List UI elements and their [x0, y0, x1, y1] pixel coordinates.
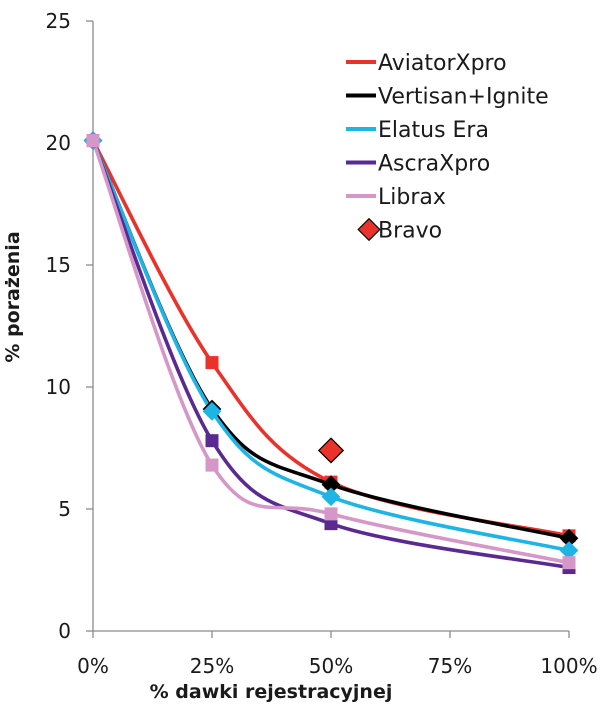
- data-point-librax: [562, 556, 576, 570]
- y-tick-label: 15: [46, 253, 71, 277]
- y-tick-label: 25: [46, 9, 71, 33]
- x-tick-label: 75%: [428, 654, 472, 678]
- legend: AviatorXpro Vertisan+Ignite Elatus Era Ascr…: [346, 51, 549, 244]
- data-point-librax: [324, 507, 338, 521]
- data-point-ascraxpro: [205, 434, 219, 448]
- legend-swatch-bravo: [357, 217, 381, 242]
- trend-line-elatus-era: [91, 138, 571, 553]
- x-tick-label: 100%: [540, 654, 597, 678]
- trend-line-ascraxpro: [91, 138, 571, 570]
- data-point-elatus-era: [202, 402, 222, 421]
- data-point-elatus-era: [321, 487, 341, 507]
- data-point-aviatorxpro: [205, 356, 219, 370]
- y-tick-label: 5: [58, 497, 71, 521]
- legend-label-aviatorxpro: AviatorXpro: [378, 51, 507, 76]
- x-tick-label: 50%: [309, 654, 353, 678]
- legend-label-librax: Librax: [378, 185, 446, 210]
- legend-label-vertisan-ignite: Vertisan+Ignite: [378, 85, 549, 110]
- trend-line-librax: [91, 138, 571, 565]
- y-tick-label: 0: [58, 619, 71, 643]
- data-point-ascraxpro: [324, 517, 338, 531]
- y-tick-label: 10: [46, 375, 71, 399]
- data-point-vertisan-ignite: [321, 475, 341, 494]
- axes: 0 5 10 15 20 25 0% 25% 50% 75% 100%: [46, 9, 598, 678]
- x-tick-label: 25%: [190, 654, 234, 678]
- data-point-vertisan-ignite: [559, 528, 579, 548]
- x-axis-title: % dawki rejestracyjnej: [150, 681, 393, 703]
- data-point-librax: [205, 458, 219, 472]
- legend-label-ascraxpro: AscraXpro: [378, 152, 490, 177]
- data-points: [83, 131, 579, 575]
- y-tick-label: 20: [46, 131, 71, 155]
- trend-lines: [91, 138, 571, 570]
- x-tick-label: 0%: [77, 654, 109, 678]
- data-point-librax: [86, 134, 100, 148]
- data-point-bravo: [317, 437, 345, 464]
- y-axis-title: % porażenia: [2, 231, 24, 362]
- data-point-elatus-era: [559, 541, 579, 560]
- legend-label-elatus-era: Elatus Era: [378, 118, 489, 143]
- legend-label-bravo: Bravo: [378, 219, 442, 244]
